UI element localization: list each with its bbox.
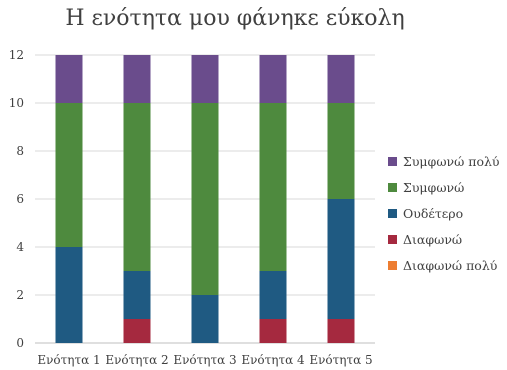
legend-swatch xyxy=(388,182,397,192)
legend-item: Διαφωνώ xyxy=(388,226,500,252)
legend-swatch xyxy=(388,156,397,166)
x-tick-label: Ενότητα 2 xyxy=(105,353,168,367)
legend-label: Διαφωνώ xyxy=(403,231,463,247)
y-tick-label: 12 xyxy=(9,48,24,62)
y-tick-label: 6 xyxy=(16,192,24,206)
y-tick-label: 10 xyxy=(9,96,24,110)
bar-segment xyxy=(55,55,83,103)
x-tick-label: Ενότητα 1 xyxy=(37,353,100,367)
y-tick-label: 8 xyxy=(16,144,24,158)
bar-segment xyxy=(327,103,355,199)
bar-segment xyxy=(327,319,355,343)
y-tick-label: 4 xyxy=(16,240,24,254)
bar-segment xyxy=(259,319,287,343)
legend: Συμφωνώ πολύ Συμφωνώ Ουδέτερο Διαφωνώ Διαφων… xyxy=(388,148,500,278)
bar-segment xyxy=(259,103,287,271)
legend-item: Συμφωνώ πολύ xyxy=(388,148,500,174)
bar-segment xyxy=(123,103,151,271)
legend-swatch xyxy=(388,234,397,244)
x-tick-label: Ενότητα 3 xyxy=(173,353,236,367)
bar-segment xyxy=(259,55,287,103)
legend-swatch xyxy=(388,208,397,218)
legend-label: Ουδέτερο xyxy=(403,205,464,221)
legend-item: Συμφωνώ xyxy=(388,174,500,200)
bar-segment xyxy=(327,199,355,319)
bar-segment xyxy=(123,55,151,103)
bar-segment xyxy=(191,55,219,103)
legend-label: Συμφωνώ πολύ xyxy=(403,153,500,169)
legend-label: Διαφωνώ πολύ xyxy=(403,257,498,273)
bar-segment xyxy=(191,295,219,343)
x-tick-label: Ενότητα 4 xyxy=(241,353,305,367)
legend-label: Συμφωνώ xyxy=(403,179,465,195)
bar-segment xyxy=(123,271,151,319)
x-tick-label: Ενότητα 5 xyxy=(309,353,372,367)
y-tick-label: 2 xyxy=(16,288,24,302)
y-tick-label: 0 xyxy=(16,336,24,350)
bar-segment xyxy=(191,103,219,295)
legend-item: Ουδέτερο xyxy=(388,200,500,226)
bar-segment xyxy=(123,319,151,343)
chart-title: Η ενότητα μου φάνηκε εύκολη xyxy=(65,6,405,31)
bar-segment xyxy=(55,103,83,247)
bar-segment xyxy=(55,247,83,343)
bar-segment xyxy=(259,271,287,319)
legend-item: Διαφωνώ πολύ xyxy=(388,252,500,278)
legend-swatch xyxy=(388,260,397,270)
bar-segment xyxy=(327,55,355,103)
